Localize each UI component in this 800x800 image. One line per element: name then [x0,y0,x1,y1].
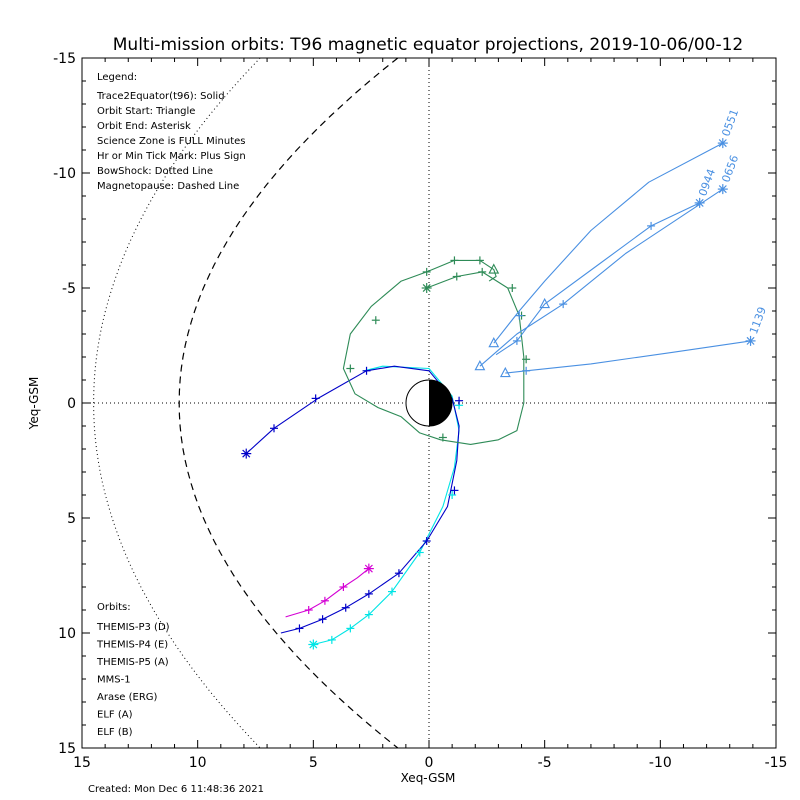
y-tick-label-5: 10 [58,626,76,642]
series-elf-a-track-3-tick-0 [522,366,531,375]
series-elf-a-track-1-start [539,297,551,309]
y-tick-label-0: -15 [53,51,76,67]
series-elf-a-track-0-start [488,337,500,348]
series-arase-erg-tick-8 [422,267,431,276]
series-arase-erg-tick-10 [475,256,484,265]
y-tick-label-3: 0 [67,396,76,412]
series-elf-a-track-1-tick-1 [647,221,656,230]
series-arase-erg-tick-4 [522,355,531,364]
magnetopause-line [178,58,399,748]
series-themis-p5-a-line [285,568,370,618]
series-elf-a-track-1-tick-0 [512,336,521,345]
series-elf-a-track-0 [493,142,724,344]
x-tick-label-6: -15 [765,755,788,771]
x-tick-label-5: -10 [649,755,672,771]
series-arase-erg-start [488,263,500,274]
series-themis-p4-e-tick-4 [394,569,403,578]
series-elf-a-track-1 [495,202,700,356]
earth-nightside [429,380,452,426]
series-elf-a-track-0-end [717,138,728,149]
series-elf-a-track-0-tick-0 [515,311,524,320]
series-themis-p4-e-tick-9 [311,394,320,403]
series-arase-erg-tick-0 [452,272,461,281]
orbit-label-1: THEMIS-P4 (E) [96,640,168,651]
chart-title: Multi-mission orbits: T96 magnetic equat… [113,35,744,55]
x-tick-label-3: 0 [425,755,434,771]
y-axis-label: Yeq-GSM [27,377,41,431]
series-themis-p5-a-end [363,563,374,574]
orbit-label-2: THEMIS-P5 (A) [96,657,169,668]
series-themis-p4-e-tick-5 [422,537,431,545]
series-themis-p4-e-tick-3 [364,589,373,598]
series-themis-p3-d-end [308,639,319,650]
series-themis-p3-d-tick-4 [415,548,424,557]
series-elf-a-track-1-end [694,197,705,208]
orbit-label-5: ELF (A) [97,710,133,721]
series-themis-p5-a-tick-2 [339,583,348,591]
y-tick-label-2: -5 [62,281,76,297]
series-elf-a-track-3-start [499,366,511,378]
x-tick-label-0: 15 [73,755,91,771]
series-arase-erg-tick-1 [478,267,487,276]
series-arase-erg-tick-9 [450,256,459,265]
legend-line-0: Trace2Equator(t96): Solid [96,91,225,102]
series-themis-p5-a-tick-1 [320,596,329,605]
series-themis-p3-d-tick-2 [364,610,373,619]
legend-line-6: Magnetopause: Dashed Line [97,181,239,192]
series-themis-p3-d-tick-1 [346,624,355,633]
legend-line-1: Orbit Start: Triangle [97,106,195,117]
series-themis-p3-d-tick-5 [448,491,457,499]
series-themis-p4-e-line [245,365,460,634]
series-themis-p4-e-tick-8 [362,366,371,375]
series-themis-p4-e-tick-10 [270,424,279,433]
series-arase-erg-tick-5 [438,433,447,442]
series-themis-p3-d-tick-0 [327,635,336,644]
x-tick-label-1: 10 [189,755,207,771]
series-arase-erg-tick-7 [371,316,380,325]
series-themis-p4-e-end [241,448,252,459]
series-themis-p5-a-tick-0 [304,606,313,614]
created-timestamp: Created: Mon Dec 6 11:48:36 2021 [88,784,264,795]
series-arase-erg-tick-6 [346,364,355,373]
series-elf-a-track-3 [505,340,751,374]
series-elf-a-track-2-start [474,360,486,371]
y-tick-label-4: 5 [67,511,76,527]
series-arase-erg-tick-2 [508,284,517,292]
series-arase-erg-end [421,283,432,293]
bowshock-line [93,58,261,748]
orbit-label-0: THEMIS-P3 (D) [96,622,170,633]
orbits-title: Orbits: [97,602,131,613]
x-tick-label-2: 5 [309,755,318,771]
series-themis-p3-d-tick-3 [387,587,396,596]
series-elf-a-track-2-tick-0 [559,300,568,309]
series-themis-p4-e-tick-0 [295,624,304,633]
orbit-label-4: Arase (ERG) [97,692,158,703]
series-elf-a-track-3-end [745,335,756,346]
x-tick-label-4: -5 [538,755,552,771]
y-tick-label-1: -10 [53,166,76,182]
x-axis-label: Xeq-GSM [401,771,456,785]
series-themis-p4-e-tick-2 [341,603,350,612]
series-themis-p4-e-tick-7 [455,396,464,405]
legend-line-4: Hr or Min Tick Mark: Plus Sign [97,151,246,162]
series-themis-p4-e-tick-6 [450,486,459,495]
series-themis-p4-e-tick-1 [318,615,327,624]
legend-line-2: Orbit End: Asterisk [97,121,191,132]
y-tick-label-6: 15 [58,741,76,757]
legend-line-5: BowShock: Dotted Line [97,166,213,177]
orbit-label-6: ELF (B) [97,727,133,738]
series-elf-a-track-2-end [717,184,728,195]
legend-line-3: Science Zone is FULL Minutes [97,136,246,147]
orbit-label-3: MMS-1 [97,675,131,686]
legend-title: Legend: [97,72,137,83]
